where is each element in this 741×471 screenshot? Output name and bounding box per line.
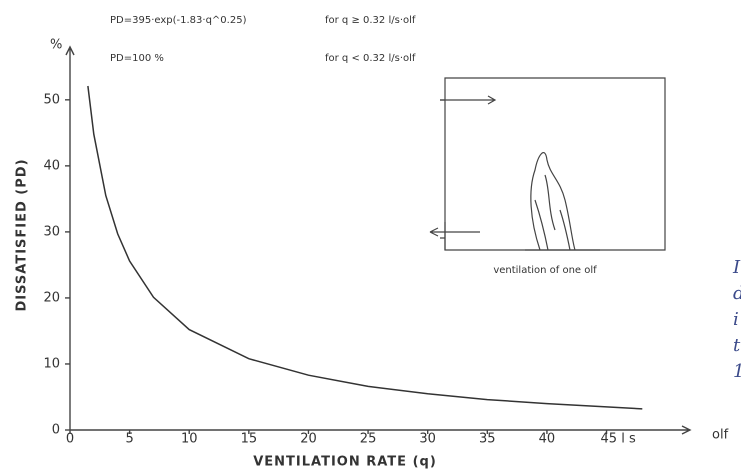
y-tick-label: 10 [43, 356, 60, 371]
x-tick-label: 0 [66, 432, 74, 447]
y-tick-label: 40 [43, 158, 60, 173]
x-tick-label: 45 l s [601, 432, 636, 447]
inset-diagram [429, 77, 666, 251]
room [440, 77, 666, 251]
y-tick-label: 0 [52, 423, 60, 438]
x-tick-label: 30 [419, 432, 436, 447]
y-axis [65, 45, 75, 430]
x-tick-label: 5 [125, 432, 133, 447]
formula: PD=395·exp(-1.83·q^0.25) [110, 15, 247, 26]
x-axis-label: VENTILATION RATE (q) [253, 455, 437, 470]
y-axis-label: DISSATISFIED (PD) [15, 158, 30, 311]
side-text: 1 [733, 361, 741, 382]
inset-caption: ventilation of one olf [493, 265, 597, 276]
y-tick-label: 50 [43, 92, 60, 107]
formula: PD=100 % [110, 53, 164, 64]
y-tick-label: 20 [43, 290, 60, 305]
vent-arrows [429, 95, 497, 250]
x-tick-label: 20 [300, 432, 317, 447]
y-unit: % [50, 38, 62, 53]
person [525, 152, 600, 251]
side-text: d [733, 283, 741, 304]
side-text: t [733, 335, 741, 356]
x-tick-label: 40 [539, 432, 556, 447]
x-tick-label: 10 [181, 432, 198, 447]
x-tick-label: 25 [360, 432, 377, 447]
condition: for q ≥ 0.32 l/s·olf [325, 15, 416, 26]
y-tick-label: 30 [43, 224, 60, 239]
x-tick-label: 15 [241, 432, 258, 447]
x-axis [70, 425, 692, 435]
curve [87, 85, 643, 410]
side-text: i [733, 309, 739, 330]
side-text: I [732, 257, 741, 278]
x-unit: olf [712, 428, 729, 443]
x-tick-label: 35 [479, 432, 496, 447]
condition: for q < 0.32 l/s·olf [325, 53, 416, 64]
